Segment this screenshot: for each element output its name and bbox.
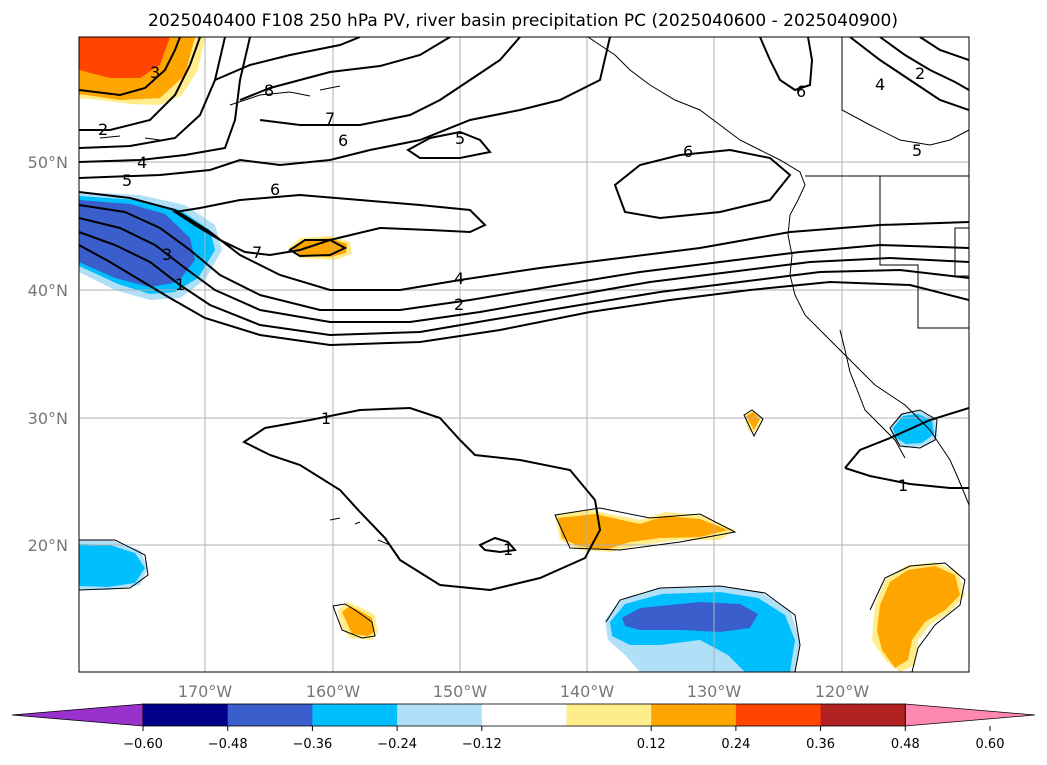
lon-label: 140°W (560, 682, 615, 701)
contour-label: 2 (915, 64, 925, 83)
contour-label: 8 (264, 81, 274, 100)
colorbar-tick-label: 0.36 (806, 737, 835, 752)
contour-label: 6 (338, 131, 348, 150)
contour-label: 5 (912, 141, 922, 160)
contour-label: 6 (683, 142, 693, 161)
contour-label: 4 (454, 269, 464, 288)
colorbar-tick-label: 0.24 (721, 737, 750, 752)
contour-label: 6 (796, 82, 806, 101)
colorbar: −0.60 −0.48 −0.36 −0.24 −0.12 0.12 0.24 0.36 0.4… (11, 703, 1036, 752)
contour-label: 7 (325, 109, 335, 128)
map-gridlines (79, 37, 969, 672)
colorbar-segment (735, 704, 822, 726)
contour-label: 2 (98, 120, 108, 139)
contour-label: 5 (122, 171, 132, 190)
contour-label: 4 (875, 75, 885, 94)
lat-label: 30°N (28, 409, 68, 428)
colorbar-segment (227, 704, 313, 726)
colorbar-tick-label: −0.48 (208, 737, 248, 752)
contour-label: 2 (454, 295, 464, 314)
colorbar-tick-label: −0.12 (462, 737, 502, 752)
colorbar-segment (312, 704, 398, 726)
contour-label: 1 (898, 476, 908, 495)
lon-label: 150°W (433, 682, 488, 701)
colorbar-extend-low (11, 703, 144, 727)
lon-label: 160°W (306, 682, 361, 701)
contour-label: 1 (503, 540, 513, 559)
contour-label: 7 (252, 243, 262, 262)
colorbar-tick-label: 0.12 (637, 737, 666, 752)
colorbar-segment (143, 704, 229, 726)
lon-label: 170°W (178, 682, 233, 701)
colorbar-segment (651, 704, 737, 726)
colorbar-tick-label: −0.36 (292, 737, 332, 752)
lat-label: 40°N (28, 281, 68, 300)
contour-label: 1 (175, 275, 185, 294)
map-panel: 3 2 4 5 8 7 6 5 6 6 7 3 1 4 2 6 4 2 5 1 … (79, 37, 969, 672)
latitude-labels: 50°N 40°N 30°N 20°N (28, 153, 68, 555)
lat-label: 20°N (28, 536, 68, 555)
contour-label: 5 (455, 129, 465, 148)
longitude-labels: 170°W 160°W 150°W 140°W 130°W 120°W (178, 682, 870, 701)
colorbar-segment (397, 704, 483, 726)
map-border (78, 36, 970, 673)
lat-label: 50°N (28, 153, 68, 172)
contour-label: 4 (137, 153, 147, 172)
contour-label: 3 (162, 245, 172, 264)
lon-label: 120°W (815, 682, 870, 701)
colorbar-segment (820, 704, 906, 726)
contour-label: 3 (150, 63, 160, 82)
colorbar-tick-label: 0.48 (891, 737, 920, 752)
colorbar-frame (142, 703, 906, 727)
colorbar-segment (481, 704, 567, 726)
lon-label: 130°W (687, 682, 742, 701)
colorbar-tick-label: 0.60 (976, 737, 1005, 752)
contour-label: 1 (321, 409, 331, 428)
contour-label: 6 (270, 180, 280, 199)
colorbar-tick-label: −0.60 (123, 737, 163, 752)
colorbar-extend-high (904, 703, 1036, 727)
colorbar-segment (566, 704, 652, 726)
contour-labels: 3 2 4 5 8 7 6 5 6 6 7 3 1 4 2 6 4 2 5 1 … (98, 63, 925, 559)
pv-contours (79, 37, 969, 592)
colorbar-tick-label: −0.24 (377, 737, 417, 752)
figure-title: 2025040400 F108 250 hPa PV, river basin … (148, 11, 898, 31)
